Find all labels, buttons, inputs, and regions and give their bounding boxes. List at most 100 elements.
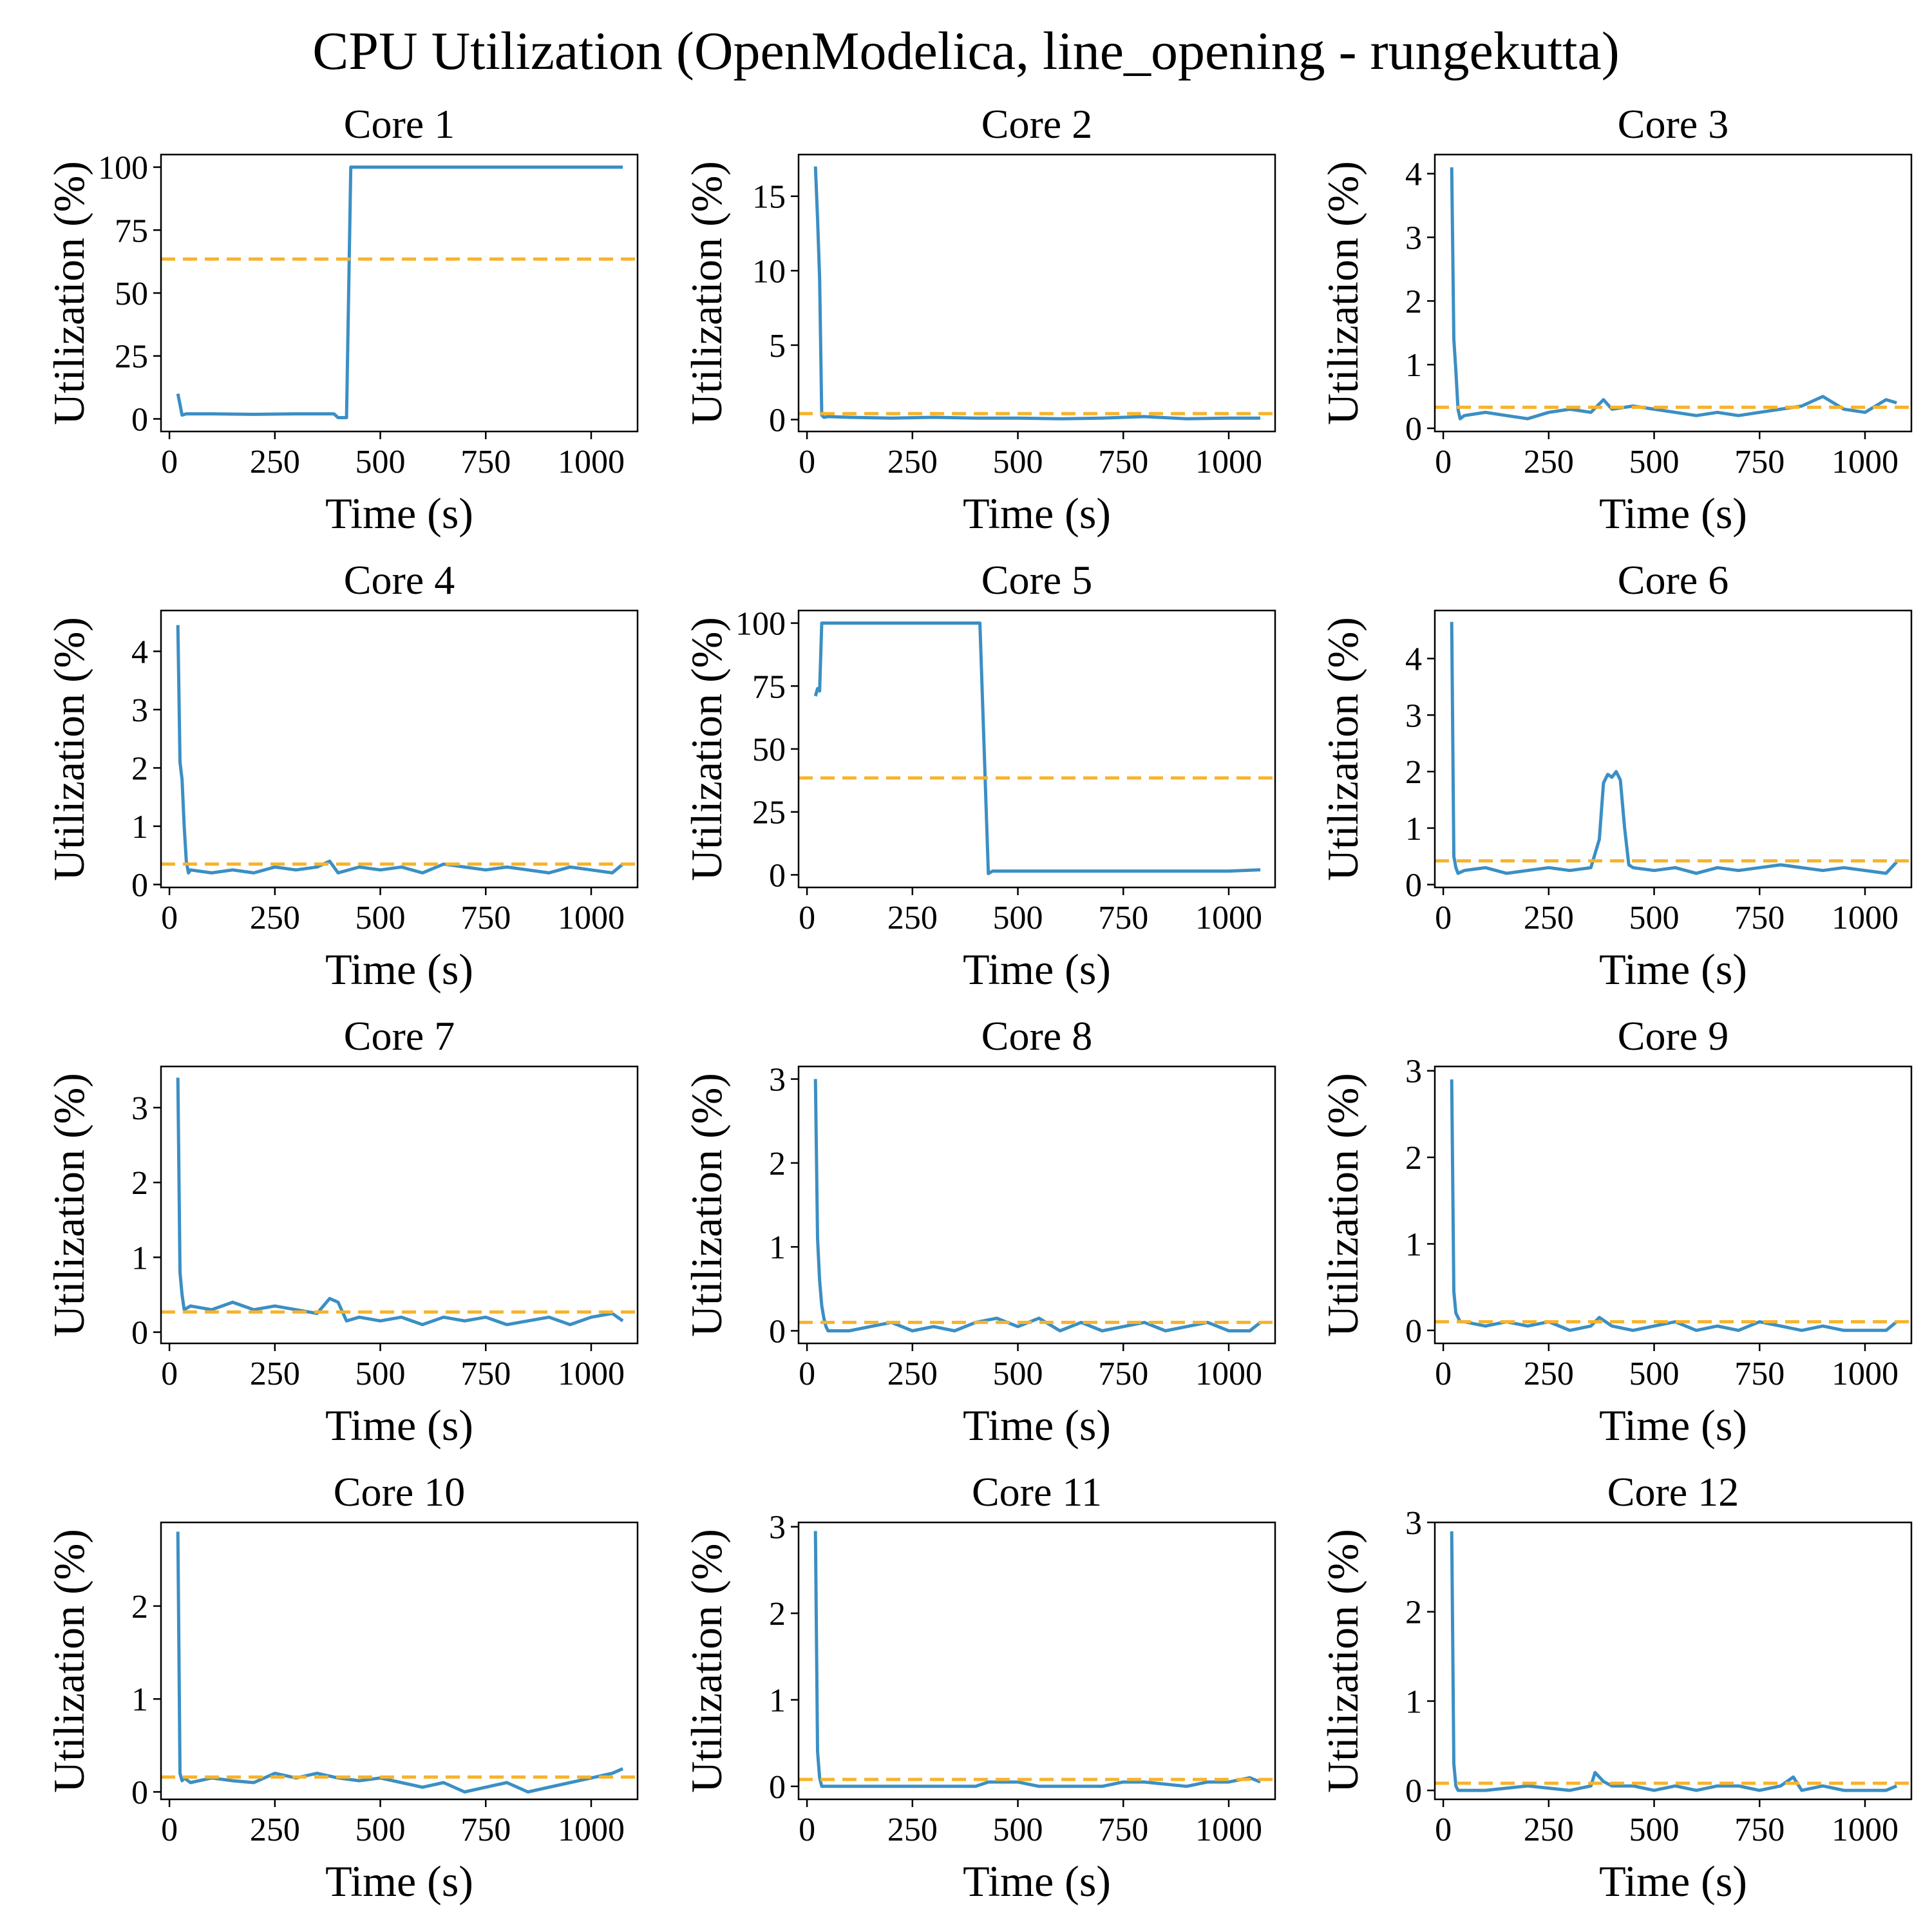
y-tick-label: 25 [115,339,148,375]
subplot-title: Core 11 [972,1469,1102,1515]
subplot-title: Core 10 [334,1469,465,1515]
y-axis-label: Utilization (%) [1318,161,1367,425]
x-tick-label: 0 [161,1356,178,1392]
x-tick-label: 250 [1524,444,1574,480]
y-tick-label: 1 [769,1682,786,1719]
y-tick-label: 0 [769,1769,786,1806]
x-tick-label: 250 [887,1356,938,1392]
series-line [176,625,624,875]
series-line [176,1531,624,1794]
y-tick-label: 0 [131,401,148,438]
series-line [813,1531,1262,1788]
y-axis-label: Utilization (%) [44,1073,93,1337]
x-tick-label: 1000 [1195,444,1262,480]
x-tick-label: 250 [887,444,938,480]
y-tick-label: 3 [131,1090,148,1127]
x-tick-label: 1000 [558,444,625,480]
y-tick-label: 2 [131,750,148,787]
axes-frame [1434,1521,1913,1801]
y-tick-label: 100 [735,606,786,643]
axes-frame [160,609,639,889]
subplot-core-5: Core 5 0 250 500 750 1000 0 25 50 75 100 Time (s) Ut… [682,557,1276,994]
y-tick-label: 1 [131,809,148,846]
y-axis-label: Utilization (%) [1318,1073,1367,1337]
subplot-title: Core 4 [344,557,455,603]
subplot-title: Core 2 [981,101,1092,147]
y-tick-label: 1 [1405,347,1422,384]
x-tick-label: 500 [993,1812,1043,1848]
y-axis-label: Utilization (%) [1318,617,1367,881]
x-axis-label: Time (s) [325,945,473,994]
y-tick-label: 4 [1405,641,1422,678]
x-tick-label: 250 [1524,1812,1574,1848]
x-tick-label: 0 [799,444,815,480]
y-tick-label: 75 [752,668,786,705]
subplot-core-2: Core 2 0 250 500 750 1000 0 5 10 15 Time (s) Utiliz… [682,101,1276,538]
y-tick-label: 3 [1405,1054,1422,1090]
x-tick-label: 1000 [1832,1356,1899,1392]
series-line [813,621,1261,875]
subplot-title: Core 12 [1607,1469,1739,1515]
x-tick-label: 250 [250,900,300,936]
x-tick-label: 0 [1435,900,1452,936]
x-axis-label: Time (s) [963,1857,1111,1906]
x-tick-label: 250 [250,1356,300,1392]
y-axis-label: Utilization (%) [682,1529,731,1793]
y-tick-label: 1 [131,1240,148,1276]
x-tick-label: 0 [799,900,815,936]
x-tick-label: 750 [460,444,511,480]
subplot-core-8: Core 8 0 250 500 750 1000 0 1 2 3 Time (s) Utilizat… [682,1013,1276,1450]
y-tick-label: 25 [752,795,786,831]
x-tick-label: 500 [355,444,406,480]
x-tick-label: 750 [1734,900,1785,936]
x-tick-label: 750 [1098,900,1148,936]
x-tick-label: 750 [460,900,511,936]
x-tick-label: 750 [460,1356,511,1392]
y-tick-label: 3 [769,1062,786,1099]
x-tick-label: 1000 [1832,444,1899,480]
series-line [813,1079,1262,1332]
subplot-title: Core 7 [344,1013,455,1059]
x-tick-label: 0 [799,1812,815,1848]
y-tick-label: 0 [131,867,148,904]
y-axis-label: Utilization (%) [44,1529,93,1793]
y-tick-label: 3 [1405,1505,1422,1542]
y-tick-label: 0 [1405,867,1422,904]
x-tick-label: 1000 [1195,1812,1262,1848]
subplot-title: Core 5 [981,557,1092,603]
subplot-core-6: Core 6 0 250 500 750 1000 0 1 2 3 4 Time (s) Utiliza… [1318,557,1913,994]
y-tick-label: 3 [131,692,148,729]
subplot-title: Core 1 [344,101,455,147]
y-tick-label: 0 [131,1315,148,1352]
series-line [1450,167,1897,421]
y-tick-label: 1 [1405,1226,1422,1263]
axes-frame [797,609,1276,889]
series-line [176,1077,624,1327]
subplot-title: Core 9 [1618,1013,1728,1059]
series-line [176,166,623,419]
y-tick-label: 0 [1405,1313,1422,1350]
subplot-core-1: Core 1 0 250 500 750 1000 0 25 50 75 100 Time (s) Ut… [44,101,639,538]
x-tick-label: 0 [161,1812,178,1848]
subplot-core-10: Core 10 0 250 500 750 1000 0 1 2 Time (s) Utilizat… [44,1469,639,1906]
y-tick-label: 2 [1405,754,1422,791]
y-tick-label: 2 [769,1596,786,1633]
x-axis-label: Time (s) [325,1857,473,1906]
y-tick-label: 75 [115,213,148,249]
series-line [1450,621,1898,875]
y-tick-label: 2 [1405,283,1422,320]
y-tick-label: 5 [769,328,786,365]
y-tick-label: 2 [131,1165,148,1202]
x-tick-label: 1000 [558,1356,625,1392]
y-tick-label: 50 [115,276,148,312]
y-axis-label: Utilization (%) [1318,1529,1367,1793]
y-tick-label: 0 [1405,1773,1422,1810]
x-axis-label: Time (s) [1599,945,1747,994]
y-tick-label: 1 [769,1229,786,1266]
x-axis-label: Time (s) [1599,489,1747,538]
x-tick-label: 500 [1629,1356,1680,1392]
x-tick-label: 500 [993,900,1043,936]
x-axis-label: Time (s) [963,489,1111,538]
x-axis-label: Time (s) [963,1401,1111,1450]
subplot-core-3: Core 3 0 250 500 750 1000 0 1 2 3 4 Time (s) Utiliza… [1318,101,1913,538]
